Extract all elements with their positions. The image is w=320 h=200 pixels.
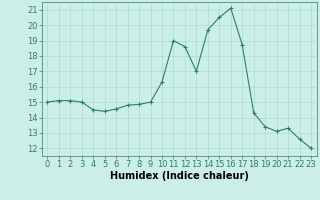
X-axis label: Humidex (Indice chaleur): Humidex (Indice chaleur) <box>110 171 249 181</box>
